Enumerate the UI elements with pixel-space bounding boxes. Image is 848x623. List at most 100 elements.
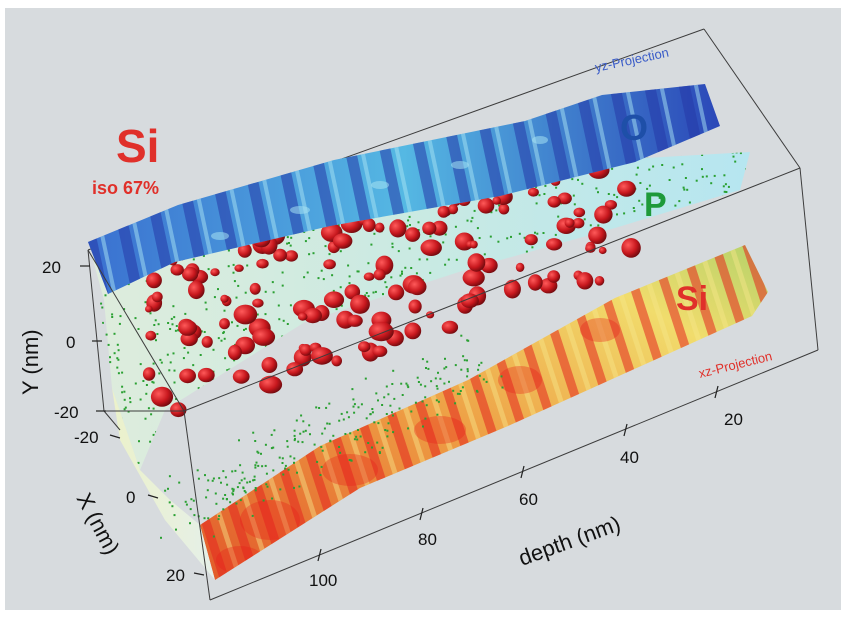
p-atom-dot [407, 427, 410, 430]
p-atom-dot [111, 313, 114, 316]
p-atom-dot [169, 328, 172, 330]
p-atom-dot [218, 515, 221, 518]
p-atom-dot [232, 490, 235, 492]
p-atom-dot [200, 330, 203, 333]
p-atom-dot [241, 471, 244, 474]
p-atom-dot [319, 474, 322, 476]
p-atom-dot [278, 318, 281, 321]
si-cluster [323, 259, 336, 270]
si-cluster [145, 305, 153, 313]
p-atom-dot [119, 315, 122, 318]
si-cluster [576, 272, 594, 290]
p-atom-dot [116, 343, 119, 346]
p-atom-dot [378, 451, 381, 454]
p-atom-dot [309, 433, 311, 436]
p-atom-dot [302, 430, 305, 433]
p-atom-dot [299, 432, 302, 435]
si-cluster [220, 294, 229, 303]
p-atom-dot [207, 479, 210, 482]
si-cluster [547, 196, 561, 208]
p-atom-dot [265, 483, 268, 486]
p-atom-dot [471, 216, 474, 219]
p-atom-dot [701, 154, 704, 156]
p-atom-dot [357, 429, 359, 431]
p-atom-dot [347, 416, 350, 419]
p-atom-dot [117, 349, 120, 352]
p-atom-dot [217, 337, 220, 340]
p-atom-dot [589, 224, 592, 227]
p-atom-dot [228, 368, 231, 371]
p-atom-dot [164, 489, 167, 492]
p-atom-dot [455, 258, 458, 261]
p-atom-dot [237, 284, 240, 287]
p-atom-dot [137, 461, 140, 464]
si-cluster [358, 341, 371, 353]
p-atom-dot [189, 522, 191, 525]
p-element-label: P [644, 186, 667, 224]
p-atom-dot [534, 231, 536, 234]
p-atom-dot [466, 375, 469, 378]
p-atom-dot [212, 535, 215, 538]
si-cluster [178, 320, 198, 336]
y-tick-20: 20 [42, 258, 61, 277]
p-atom-dot [635, 173, 638, 176]
p-atom-dot [408, 247, 411, 250]
si-cluster [299, 344, 312, 356]
p-atom-dot [316, 460, 319, 463]
p-atom-dot [217, 518, 220, 521]
si-cluster [362, 218, 376, 233]
si-cluster [219, 318, 230, 330]
p-atom-dot [672, 166, 675, 169]
p-atom-dot [444, 233, 447, 236]
p-atom-dot [231, 470, 234, 473]
p-atom-dot [367, 442, 370, 444]
p-atom-dot [417, 229, 420, 231]
y-axis-label: Y (nm) [18, 329, 43, 395]
p-atom-dot [254, 487, 257, 489]
p-atom-dot [701, 175, 704, 178]
p-atom-dot [356, 438, 359, 441]
p-atom-dot [281, 462, 284, 464]
p-atom-dot [293, 457, 296, 460]
si-cluster [437, 205, 450, 218]
p-atom-dot [232, 488, 235, 491]
p-atom-dot [303, 276, 306, 279]
p-atom-dot [325, 406, 328, 409]
si-cluster [573, 207, 586, 218]
p-atom-dot [152, 381, 155, 384]
p-atom-dot [173, 514, 176, 517]
p-atom-dot [226, 483, 229, 486]
p-atom-dot [384, 281, 387, 284]
depth-tick-60: 60 [519, 490, 538, 509]
p-atom-dot [320, 269, 323, 272]
p-atom-dot [385, 385, 388, 388]
p-atom-dot [417, 381, 420, 383]
p-atom-dot [684, 177, 687, 179]
si-cluster [515, 262, 525, 272]
p-atom-dot [281, 271, 284, 274]
p-atom-dot [173, 381, 176, 384]
p-atom-dot [373, 421, 376, 424]
p-atom-dot [607, 193, 610, 195]
p-atom-dot [184, 500, 187, 503]
p-atom-dot [408, 215, 411, 218]
p-atom-dot [297, 440, 300, 443]
p-atom-dot [391, 383, 394, 385]
p-atom-dot [489, 235, 492, 238]
p-atom-dot [452, 389, 455, 392]
p-atom-dot [196, 469, 199, 472]
p-atom-dot [688, 201, 691, 204]
si-cluster [233, 304, 258, 325]
p-atom-dot [476, 227, 479, 230]
p-atom-dot [727, 185, 730, 188]
si-cluster [547, 270, 561, 283]
p-atom-dot [725, 191, 728, 193]
p-atom-dot [376, 441, 379, 444]
si-cluster [197, 367, 215, 383]
p-atom-dot [293, 461, 295, 464]
p-atom-dot [254, 466, 257, 469]
p-atom-dot [477, 368, 480, 371]
p-atom-dot [266, 485, 269, 488]
p-atom-dot [370, 243, 373, 246]
p-atom-dot [407, 219, 410, 222]
